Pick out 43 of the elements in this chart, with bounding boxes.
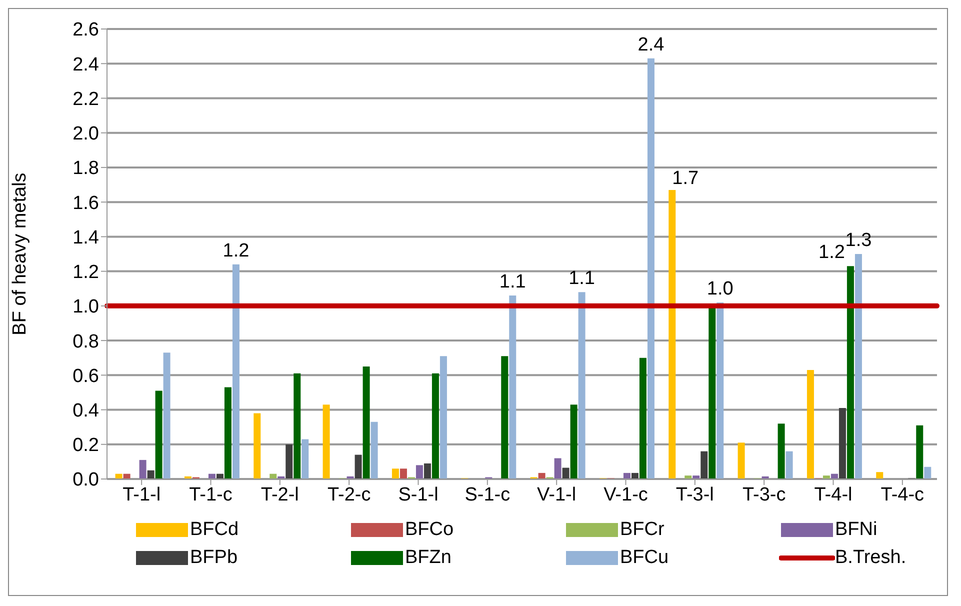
y-tick-label: 2.4: [72, 54, 100, 76]
legend-label: BFPb: [190, 547, 238, 569]
x-tick-label: T-4-c: [880, 484, 924, 506]
x-tick-label: T-2-c: [327, 484, 371, 506]
data-label: 1.1: [499, 272, 526, 293]
x-tick-label: T-1-l: [122, 484, 161, 506]
x-tick-label: S-1-l: [398, 484, 438, 506]
x-tick-label: T-1-c: [189, 484, 232, 506]
y-tick-label: 1.8: [72, 158, 99, 180]
x-tick-label: T-3-c: [742, 484, 786, 506]
data-label: 1.3: [845, 230, 872, 251]
data-label: 1.7: [672, 168, 699, 189]
x-tick-label: V-1-l: [537, 484, 576, 506]
data-label: 1.1: [568, 268, 596, 290]
legend-label: BFCr: [620, 519, 664, 541]
legend-label: BFZn: [405, 547, 452, 569]
data-label: 2.4: [638, 34, 665, 56]
x-tick-label: T-3-l: [676, 484, 714, 506]
y-tick-label: 0.2: [72, 435, 99, 456]
y-tick-label: 0.0: [72, 470, 99, 491]
data-label: 1.0: [706, 278, 734, 300]
y-tick-label: 1.6: [72, 192, 99, 214]
y-tick-label: 2.6: [72, 20, 99, 41]
y-tick-label: 2.2: [72, 88, 99, 110]
legend-label: B.Tresh.: [835, 547, 906, 569]
x-tick-label: S-1-c: [464, 484, 510, 506]
y-tick-label: 0.4: [72, 400, 100, 422]
legend-label: BFCu: [620, 547, 669, 569]
data-label: 1.2: [818, 242, 845, 264]
y-tick-label: 1.0: [72, 296, 99, 318]
x-tick-label: V-1-c: [604, 484, 648, 506]
y-tick-label: 0.8: [72, 331, 99, 352]
data-label: 1.2: [222, 240, 250, 262]
legend-label: BFCo: [405, 519, 454, 541]
y-axis-title: BF of heavy metals: [10, 172, 31, 336]
y-tick-label: 1.2: [72, 262, 99, 284]
y-tick-label: 0.6: [72, 366, 99, 387]
x-tick-label: T-2-l: [260, 484, 299, 506]
legend-label: BFNi: [835, 519, 878, 541]
x-tick-label: T-4-l: [814, 484, 852, 506]
legend-label: BFCd: [190, 519, 239, 541]
y-tick-label: 2.0: [72, 124, 99, 145]
y-tick-label: 1.4: [72, 227, 100, 248]
